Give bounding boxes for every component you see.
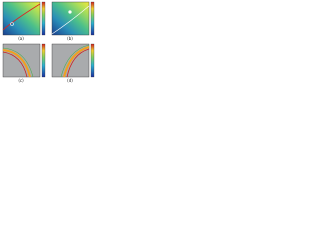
marker <box>10 22 14 26</box>
curve <box>51 5 90 35</box>
curve <box>66 48 90 78</box>
page: {"figure": {"panels": [{"label": "(a)"},… <box>0 0 100 85</box>
colorbar <box>90 1 95 36</box>
panel-label: (b) <box>67 36 73 41</box>
colorbar <box>41 43 46 78</box>
figure: (a) (b) (c) (d) <box>2 1 95 83</box>
panel-d: (d) <box>51 43 95 83</box>
panel-label: (d) <box>67 78 73 83</box>
colorbar <box>90 43 95 78</box>
curve <box>2 3 41 31</box>
colorbar <box>41 1 46 36</box>
panel-b: (b) <box>51 1 95 41</box>
marker <box>68 10 72 14</box>
panel-a: (a) <box>2 1 46 41</box>
curve <box>2 47 34 78</box>
panel-label: (a) <box>18 36 24 41</box>
band <box>63 46 90 78</box>
panel-c: (c) <box>2 43 46 83</box>
heatmap <box>2 1 41 36</box>
band <box>2 49 31 78</box>
curve <box>60 44 90 78</box>
panel-label: (c) <box>18 78 24 83</box>
curve <box>2 51 28 78</box>
